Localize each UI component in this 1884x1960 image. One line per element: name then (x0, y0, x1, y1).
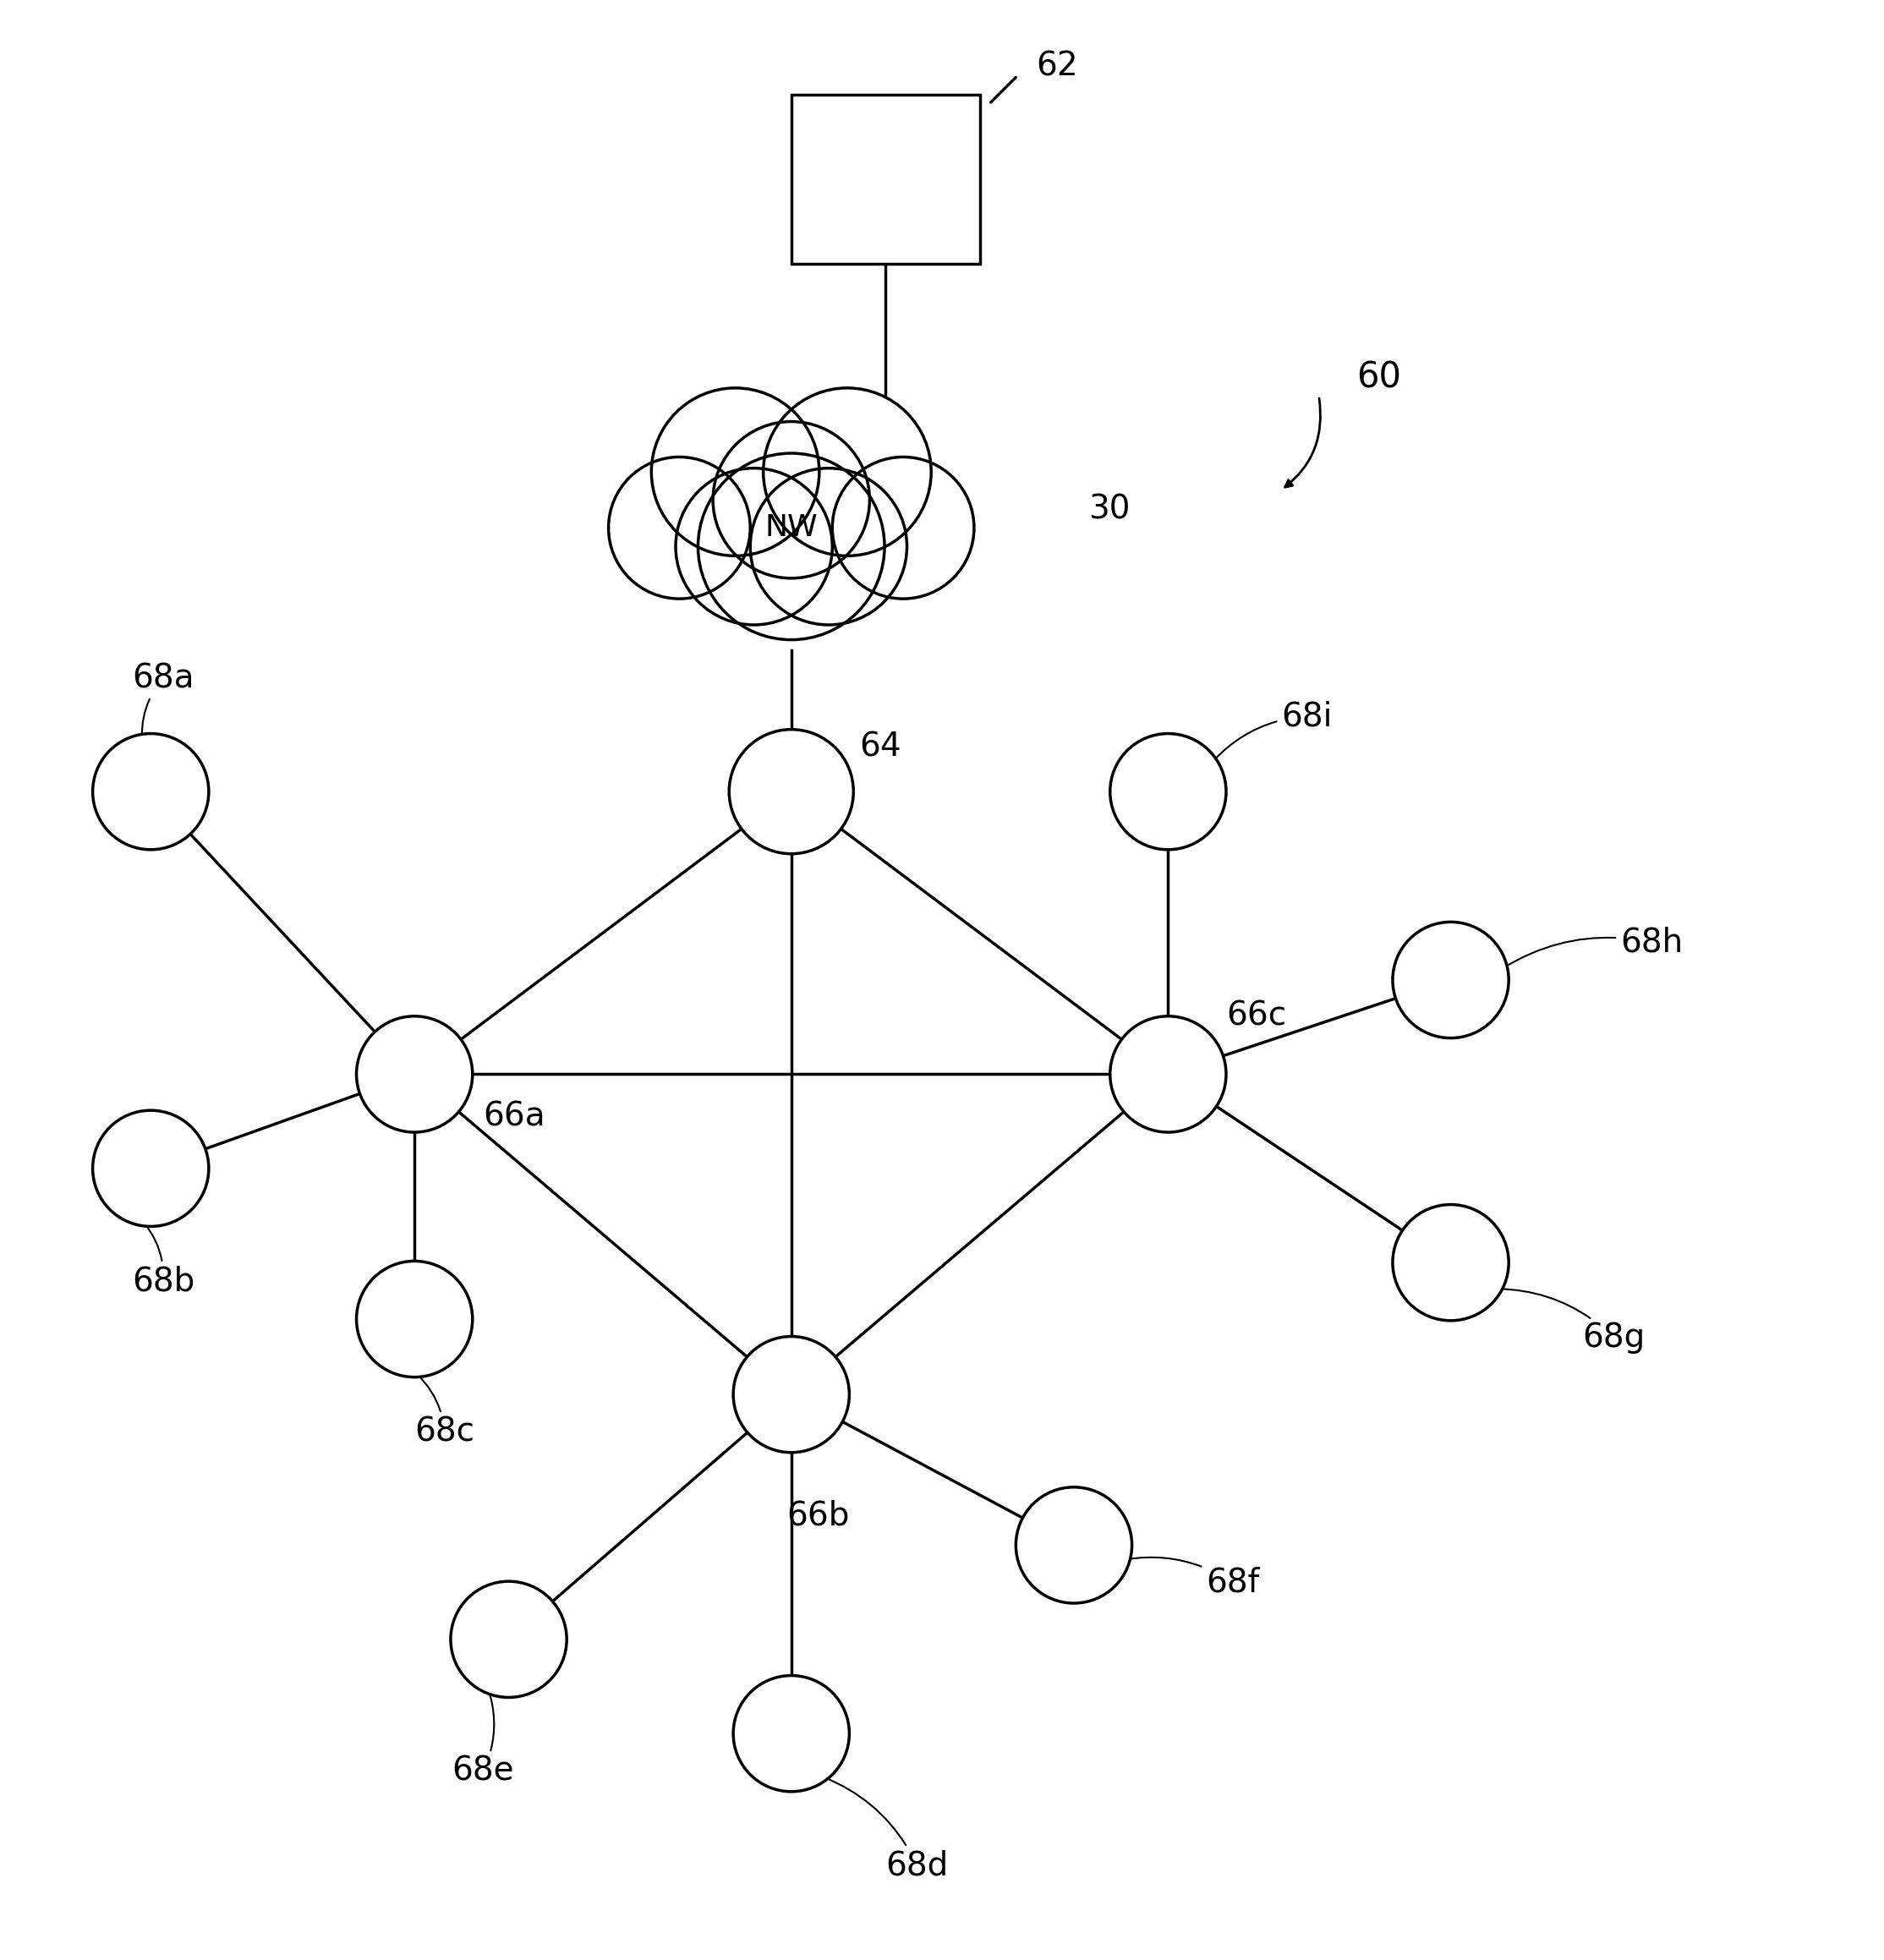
Text: 66c: 66c (1226, 1000, 1287, 1033)
Text: 68e: 68e (452, 1690, 514, 1788)
Circle shape (712, 421, 870, 578)
Circle shape (750, 468, 906, 625)
Text: 68i: 68i (1213, 700, 1332, 760)
Circle shape (1392, 1205, 1509, 1321)
Circle shape (92, 1111, 209, 1227)
Text: 64: 64 (859, 731, 901, 762)
Circle shape (652, 388, 820, 557)
Text: 66a: 66a (482, 1102, 544, 1133)
Circle shape (676, 468, 833, 625)
Text: NW: NW (765, 514, 818, 543)
Circle shape (356, 1015, 473, 1133)
Circle shape (356, 1260, 473, 1378)
Circle shape (1015, 1488, 1132, 1603)
Text: 68b: 68b (132, 1223, 194, 1298)
Circle shape (609, 457, 750, 598)
Text: 68a: 68a (132, 662, 194, 737)
Circle shape (697, 453, 885, 639)
Circle shape (729, 729, 853, 855)
Text: 68d: 68d (823, 1778, 948, 1882)
FancyBboxPatch shape (791, 94, 980, 265)
Text: 68f: 68f (1127, 1558, 1259, 1599)
Text: 62: 62 (1036, 51, 1078, 82)
Circle shape (733, 1676, 850, 1791)
Circle shape (1110, 733, 1226, 849)
Circle shape (833, 457, 974, 598)
Text: 60: 60 (1356, 359, 1402, 394)
Text: 30: 30 (1089, 494, 1130, 525)
Circle shape (1110, 1015, 1226, 1133)
Text: 66b: 66b (786, 1499, 850, 1533)
Circle shape (763, 388, 931, 557)
Text: 68c: 68c (414, 1374, 475, 1448)
Text: 68g: 68g (1500, 1290, 1645, 1354)
Circle shape (1392, 921, 1509, 1039)
Circle shape (450, 1582, 567, 1697)
Circle shape (92, 733, 209, 849)
Circle shape (733, 1337, 850, 1452)
Text: 68h: 68h (1503, 927, 1682, 968)
